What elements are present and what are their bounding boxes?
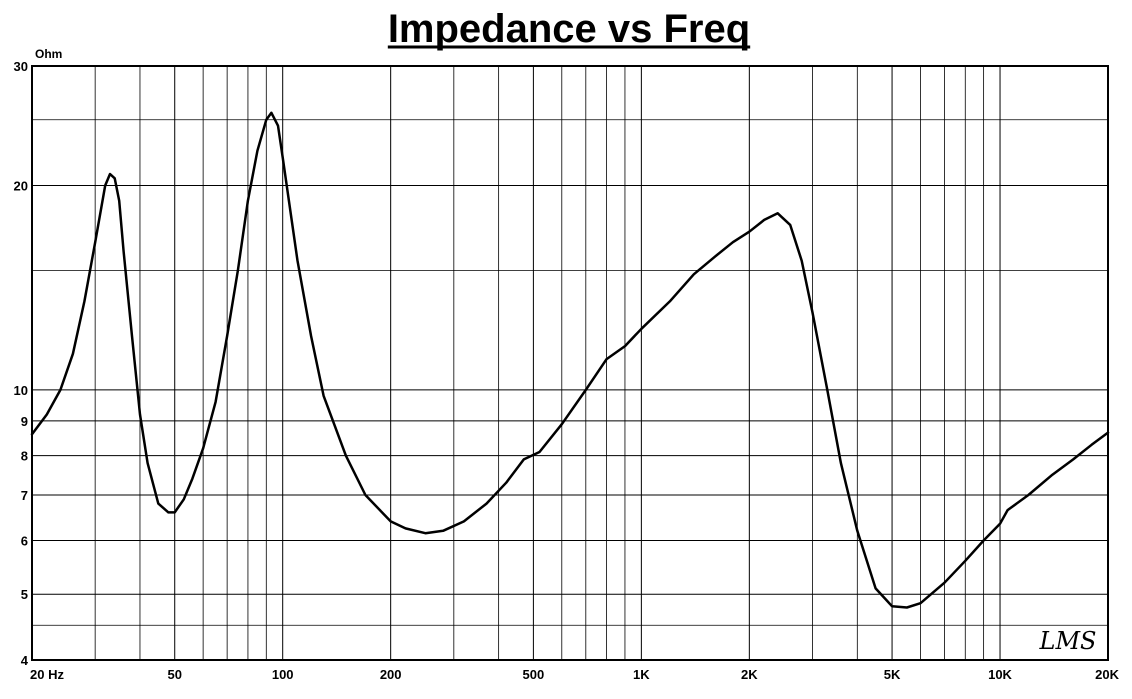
x-tick-label: 100: [272, 667, 294, 682]
y-tick-label: 30: [14, 59, 28, 74]
y-tick-label: 6: [21, 533, 28, 548]
x-tick-label: 200: [380, 667, 402, 682]
y-tick-label: 9: [21, 414, 28, 429]
x-tick-label: 50: [167, 667, 181, 682]
x-tick-labels: 20 Hz 50 100 200 500 1K 2K 5K 10K 20K: [30, 667, 1120, 682]
x-tick-label: 5K: [884, 667, 901, 682]
y-tick-labels: 30 20 10 9 8 7 6 5 4: [14, 59, 29, 668]
y-axis-unit: Ohm: [35, 47, 62, 61]
y-tick-label: 7: [21, 488, 28, 503]
chart-title: Impedance vs Freq: [388, 7, 750, 51]
y-tick-label: 4: [21, 653, 29, 668]
y-tick-label: 5: [21, 587, 28, 602]
x-tick-label: 10K: [988, 667, 1012, 682]
grid-minor: [32, 66, 1108, 660]
plot-frame: [31, 65, 1109, 661]
lms-watermark: LMS: [1039, 627, 1097, 655]
x-tick-label: 2K: [741, 667, 758, 682]
y-tick-label: 10: [14, 383, 28, 398]
x-tick-label: 500: [523, 667, 545, 682]
y-tick-label: 8: [21, 449, 28, 464]
series-group: [30, 111, 1110, 609]
y-tick-label: 20: [14, 179, 28, 194]
x-tick-label: 20K: [1095, 667, 1119, 682]
grid-major: [31, 65, 1109, 661]
impedance-curve: [30, 111, 1110, 609]
x-tick-label: 1K: [633, 667, 650, 682]
x-tick-label: 20 Hz: [30, 667, 64, 682]
